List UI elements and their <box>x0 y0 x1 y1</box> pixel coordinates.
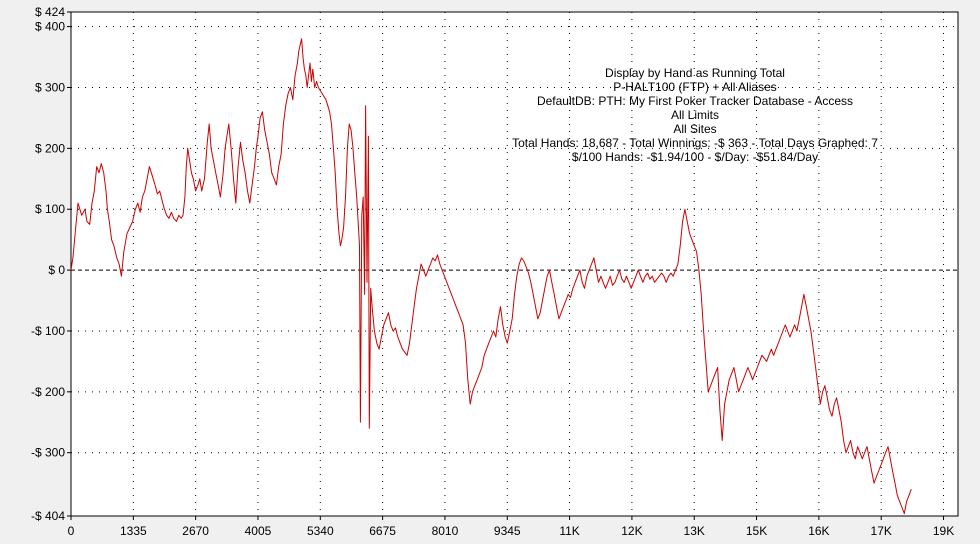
info-line-1: Display by Hand as Running Total <box>605 66 785 80</box>
x-tick-label: 5340 <box>307 524 334 538</box>
y-tick-label: $ 300 <box>35 80 65 94</box>
x-tick-label: 2670 <box>182 524 209 538</box>
info-line-4: All Limits <box>671 108 719 122</box>
x-tick-label: 12K <box>621 524 642 538</box>
x-tick-label: 11K <box>559 524 579 538</box>
x-tick-label: 13K <box>684 524 705 538</box>
info-line-2: P-HALT100 (FTP) + All Aliases <box>613 80 777 94</box>
x-tick-label: 8010 <box>432 524 459 538</box>
y-tick-label: $ 100 <box>35 202 65 216</box>
y-tick-label: -$ 404 <box>31 509 65 523</box>
plot-area <box>70 11 959 517</box>
info-block: Display by Hand as Running Total P-HALT1… <box>512 66 878 164</box>
series-line <box>70 38 912 515</box>
info-line-7: $/100 Hands: -$1.94/100 - $/Day: -$51.84… <box>572 150 818 164</box>
x-axis-ticks: 0 1335 2670 4005 5340 6675 8010 9345 11K 12K 13K 15… <box>68 516 954 538</box>
series-layer <box>70 38 912 515</box>
y-tick-label: $ 0 <box>48 263 65 277</box>
x-tick-label: 19K <box>933 524 954 538</box>
x-tick-label: 17K <box>871 524 892 538</box>
info-line-5: All Sites <box>673 122 716 136</box>
y-tick-label: $ 424 <box>35 5 65 19</box>
y-tick-label: $ 400 <box>35 20 65 34</box>
grid-layer <box>71 11 958 517</box>
y-tick-label: -$ 300 <box>31 446 65 460</box>
info-line-6: Total Hands: 18,687 - Total Winnings: -$… <box>512 136 878 150</box>
x-tick-label: 1335 <box>120 524 147 538</box>
info-line-3: DefaultDB: PTH: My First Poker Tracker D… <box>537 94 853 108</box>
y-tick-label: -$ 200 <box>31 385 65 399</box>
x-tick-label: 4005 <box>245 524 272 538</box>
x-tick-label: 9345 <box>494 524 521 538</box>
x-tick-label: 15K <box>746 524 767 538</box>
y-tick-label: $ 200 <box>35 141 65 155</box>
x-tick-label: 0 <box>68 524 75 538</box>
x-tick-label: 6675 <box>369 524 396 538</box>
x-tick-label: 16K <box>808 524 829 538</box>
y-axis-ticks: $ 424$ 400 $ 300 $ 200 $ 100 $ 0 -$ 100 -$ 200… <box>31 5 71 523</box>
y-tick-label: -$ 100 <box>31 324 65 338</box>
